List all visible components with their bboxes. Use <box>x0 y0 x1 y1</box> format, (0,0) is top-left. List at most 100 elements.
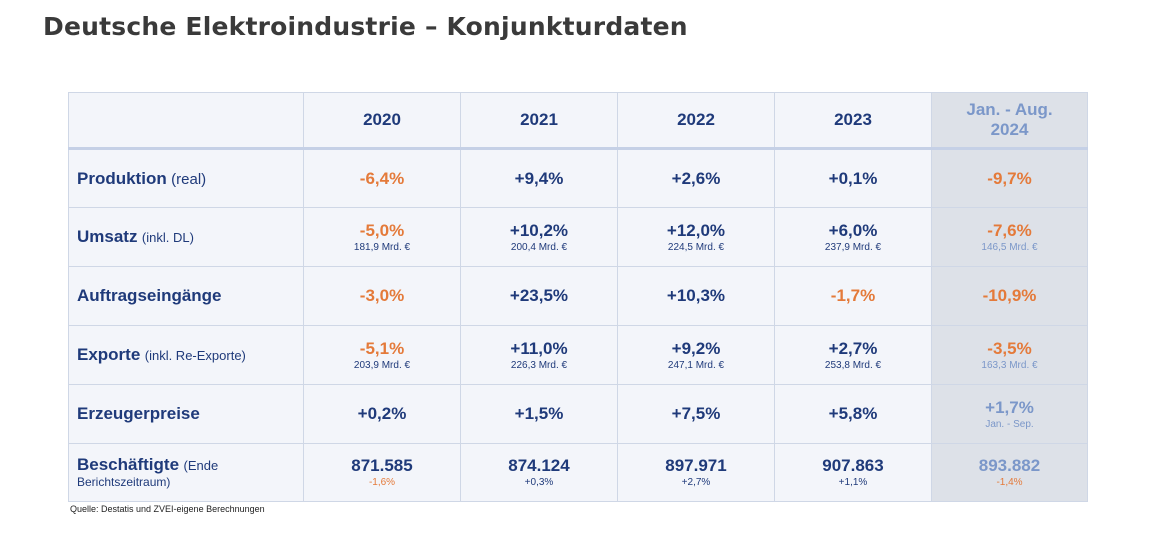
cell: -1,7% <box>774 266 932 326</box>
cell: -6,4% <box>303 148 461 208</box>
cell-subvalue: 163,3 Mrd. € <box>981 359 1038 371</box>
cell-value: +10,3% <box>666 286 726 305</box>
data-table-container: 2020 2021 2022 2023 Jan. - Aug. 2024 Pro… <box>68 92 1088 502</box>
cell-subvalue: 203,9 Mrd. € <box>353 359 411 371</box>
cell-value: +10,2% <box>509 220 569 240</box>
cell: -5,1% 203,9 Mrd. € <box>303 325 461 385</box>
source-note: Quelle: Destatis und ZVEI-eigene Berechn… <box>70 504 265 514</box>
cell: +12,0% 224,5 Mrd. € <box>617 207 775 267</box>
row-label-main: Produktion <box>77 168 167 188</box>
cell-value: +23,5% <box>509 286 569 305</box>
cell-value: -3,5% <box>987 338 1032 358</box>
row-label-suffix: (Ende <box>183 457 219 473</box>
cell: +1,7% Jan. - Sep. <box>931 384 1088 444</box>
cell: 871.585 -1,6% <box>303 443 461 502</box>
cell-subvalue: -1,4% <box>996 477 1023 488</box>
header-2021: 2021 <box>460 92 618 150</box>
cell: -5,0% 181,9 Mrd. € <box>303 207 461 267</box>
cell-value: +1,5% <box>514 404 564 423</box>
cell: -9,7% <box>931 148 1088 208</box>
row-label-main: Erzeugerpreise <box>77 404 200 423</box>
cell-subvalue: 146,5 Mrd. € <box>981 241 1038 253</box>
cell-value: 871.585 <box>351 456 413 475</box>
table-row-exporte: Exporte (inkl. Re-Exporte) -5,1% 203,9 Mr… <box>68 325 1088 385</box>
row-label-main: Exporte <box>77 345 141 364</box>
cell-value: +11,0% <box>510 338 568 358</box>
table-row-erzeugerpreise: Erzeugerpreise +0,2% +1,5% +7,5% +5,8% +… <box>68 384 1088 444</box>
cell: +0,2% <box>303 384 461 444</box>
cell: +23,5% <box>460 266 618 326</box>
cell: +11,0% 226,3 Mrd. € <box>460 325 618 385</box>
row-label: Beschäftigte (Ende Berichtszeitraum) <box>68 443 304 502</box>
cell: -10,9% <box>931 266 1088 326</box>
cell-value: +0,2% <box>357 404 407 423</box>
cell: +10,3% <box>617 266 775 326</box>
cell-value: 897.971 <box>665 456 727 475</box>
cell: +9,4% <box>460 148 618 208</box>
cell-subvalue: 181,9 Mrd. € <box>353 241 411 253</box>
header-2024-line1: Jan. - Aug. <box>966 100 1053 119</box>
cell-value: 893.882 <box>978 456 1041 475</box>
cell: 874.124 +0,3% <box>460 443 618 502</box>
row-label: Produktion (real) <box>68 148 304 208</box>
cell-value: -6,4% <box>359 168 405 188</box>
cell-value: +6,0% <box>828 220 878 240</box>
cell-subvalue: +1,1% <box>838 477 868 488</box>
table-row-umsatz: Umsatz (inkl. DL) -5,0% 181,9 Mrd. € +10,… <box>68 207 1088 267</box>
cell-value: -10,9% <box>982 286 1037 305</box>
cell-value: +9,2% <box>671 338 721 358</box>
cell-value: -5,1% <box>359 338 405 358</box>
cell-value: -7,6% <box>987 220 1032 240</box>
cell: +1,5% <box>460 384 618 444</box>
header-2022: 2022 <box>617 92 775 150</box>
cell-value: +2,7% <box>828 338 878 358</box>
cell: +2,6% <box>617 148 775 208</box>
page-title: Deutsche Elektroindustrie – Konjunkturda… <box>43 12 688 41</box>
cell-value: 907.863 <box>822 456 884 475</box>
header-2024-line2: 2024 <box>990 120 1029 139</box>
cell-subvalue: +0,3% <box>524 477 554 488</box>
cell-value: +0,1% <box>828 168 878 188</box>
cell-value: +9,4% <box>514 168 564 188</box>
cell-value: +5,8% <box>828 404 878 423</box>
cell: -7,6% 146,5 Mrd. € <box>931 207 1088 267</box>
cell: -3,0% <box>303 266 461 326</box>
row-label-line2: Berichtszeitraum) <box>77 474 171 489</box>
cell-value: -5,0% <box>359 220 405 240</box>
cell: +9,2% 247,1 Mrd. € <box>617 325 775 385</box>
cell-value: -9,7% <box>987 168 1032 188</box>
row-label: Umsatz (inkl. DL) <box>68 207 304 267</box>
cell-subvalue: 253,8 Mrd. € <box>824 359 882 371</box>
row-label-suffix: (real) <box>171 170 207 188</box>
cell: 907.863 +1,1% <box>774 443 932 502</box>
table-row-beschaeftigte: Beschäftigte (Ende Berichtszeitraum) 871… <box>68 443 1088 502</box>
row-label-main: Auftragseingänge <box>77 286 222 305</box>
cell-value: +7,5% <box>671 404 721 423</box>
header-corner <box>68 92 304 150</box>
table-row-auftragseingaenge: Auftragseingänge -3,0% +23,5% +10,3% -1,… <box>68 266 1088 326</box>
cell-value: +1,7% <box>985 397 1034 417</box>
cell-subvalue: 237,9 Mrd. € <box>824 241 882 253</box>
header-2023: 2023 <box>774 92 932 150</box>
cell-subvalue: 200,4 Mrd. € <box>510 241 568 253</box>
cell-subvalue: 226,3 Mrd. € <box>510 359 568 371</box>
cell-value: -3,0% <box>359 286 405 305</box>
cell-value: +2,6% <box>671 168 721 188</box>
row-label: Erzeugerpreise <box>68 384 304 444</box>
cell-value: 874.124 <box>508 456 570 475</box>
cell: -3,5% 163,3 Mrd. € <box>931 325 1088 385</box>
cell-subvalue: -1,6% <box>368 477 396 488</box>
cell: +6,0% 237,9 Mrd. € <box>774 207 932 267</box>
cell: 893.882 -1,4% <box>931 443 1088 502</box>
row-label: Auftragseingänge <box>68 266 304 326</box>
cell-value: -1,7% <box>830 286 876 305</box>
cell-subvalue: +2,7% <box>681 477 711 488</box>
cell-subvalue: 224,5 Mrd. € <box>667 241 725 253</box>
header-2020: 2020 <box>303 92 461 150</box>
header-2024: Jan. - Aug. 2024 <box>931 92 1088 150</box>
row-label-suffix: (inkl. DL) <box>141 230 194 245</box>
cell: 897.971 +2,7% <box>617 443 775 502</box>
table-row-produktion: Produktion (real) -6,4% +9,4% +2,6% +0,1… <box>68 148 1088 208</box>
header-row: 2020 2021 2022 2023 Jan. - Aug. 2024 <box>68 92 1088 150</box>
cell: +10,2% 200,4 Mrd. € <box>460 207 618 267</box>
